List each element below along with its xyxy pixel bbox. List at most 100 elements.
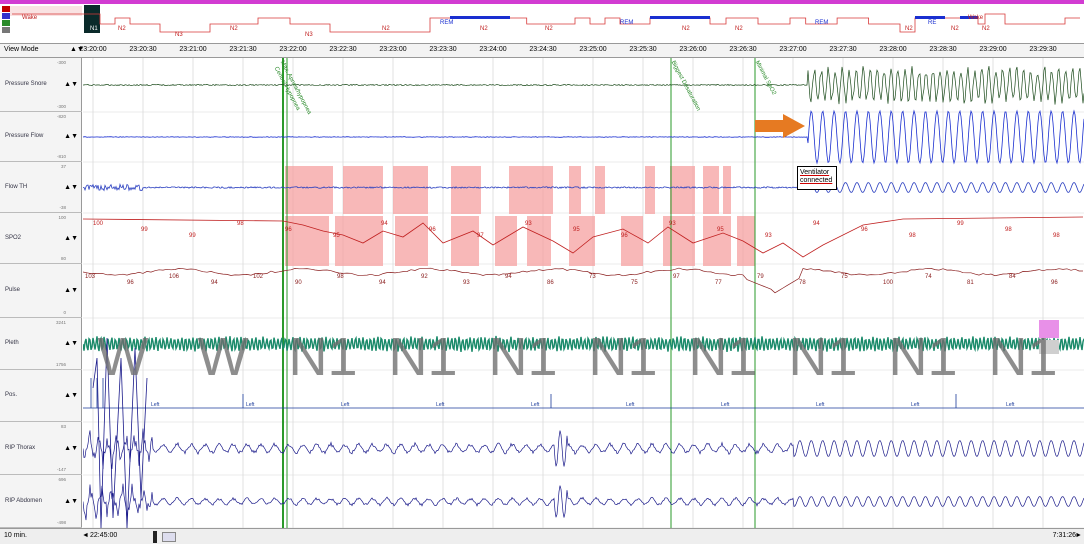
channel-scale-arrows[interactable]: ▲▼ (64, 133, 78, 140)
desaturation-event-box (737, 216, 755, 266)
apnea-event-box (670, 166, 695, 214)
channel-scale-arrows[interactable]: ▲▼ (64, 340, 78, 347)
apnea-event-box (569, 166, 581, 214)
time-tick-label: 23:29:00 (979, 46, 1007, 53)
sleep-stage-label: N1 (888, 327, 958, 387)
end-time: 7:31:26 (1052, 532, 1076, 539)
channel-label[interactable]: Pulse ▲▼ 0 (0, 264, 82, 318)
sleep-stage-label: N1 (688, 327, 758, 387)
view-mode-arrows[interactable]: ▲▼ (70, 46, 84, 53)
channel-label[interactable]: Pos. ▲▼ (0, 370, 82, 422)
spo2-value-label: 99 (189, 233, 196, 239)
pulse-value-label: 75 (631, 280, 638, 286)
hypnogram-stage-label: REM (815, 20, 828, 26)
channel-scale-arrows[interactable]: ▲▼ (64, 234, 78, 242)
hypnogram-legend-swatch (2, 6, 10, 12)
channel-scale-arrows[interactable]: ▲▼ (64, 183, 78, 191)
hypnogram-stage-label: N2 (982, 26, 990, 32)
channel-label-column: Pressure Snore ▲▼ -300 -300 Pressure Flow ▲▼ -… (0, 58, 82, 528)
pulse-value-label: 94 (211, 280, 218, 286)
spo2-value-label: 93 (669, 221, 676, 227)
pulse-value-label: 73 (589, 274, 596, 280)
sleep-stage-label: N1 (288, 327, 358, 387)
movement-artifact-trace (92, 337, 148, 528)
view-mode-label[interactable]: View Mode (4, 46, 39, 53)
sleep-stage-label: W (97, 327, 149, 387)
hypnogram-stage-label: N2 (230, 26, 238, 32)
position-value-label: Left (1006, 402, 1015, 408)
pleth-trace (83, 335, 1084, 353)
channel-scale-top: -300 (56, 60, 66, 65)
hypnogram-rem-bar (650, 16, 710, 19)
spo2-value-label: 96 (861, 227, 868, 233)
time-tick-label: 23:24:00 (479, 46, 507, 53)
hypnogram-stage-label: Wake (968, 15, 984, 21)
scroll-left-button[interactable]: ◄ (82, 532, 89, 539)
time-tick-label: 23:28:00 (879, 46, 907, 53)
hypnogram-cursor-box (84, 5, 100, 33)
time-tick-label: 23:24:30 (529, 46, 557, 53)
pulse-value-label: 98 (337, 274, 344, 280)
hypnogram-stage-label: N2 (545, 26, 553, 32)
channel-label[interactable]: RIP Abdomen ▲▼ 696 -498 (0, 475, 82, 528)
hypnogram-legend-swatch (2, 20, 10, 26)
channel-label[interactable]: RIP Thorax ▲▼ 83 -147 (0, 422, 82, 475)
pulse-value-label: 94 (379, 280, 386, 286)
channel-name: Flow TH (5, 183, 28, 190)
position-value-label: Left (911, 402, 920, 408)
time-tick-label: 23:20:30 (129, 46, 157, 53)
sleep-stage-label: N1 (988, 327, 1058, 387)
channel-name: RIP Abdomen (5, 497, 42, 504)
channel-scale-arrows[interactable]: ▲▼ (64, 444, 78, 452)
pulse-value-label: 84 (1009, 274, 1016, 280)
apnea-event-box (645, 166, 655, 214)
pulse-value-label: 94 (505, 274, 512, 280)
channel-scale-bottom: -498 (56, 520, 66, 525)
scroll-thumb[interactable] (162, 532, 176, 542)
scroll-right-button[interactable]: ► (1075, 532, 1082, 539)
apnea-event-box (703, 166, 719, 214)
signal-plot-area[interactable]: 100 99 99 98 96 95 94 96 97 93 95 96 93 95 93 94 96 98 99 9… (83, 58, 1084, 528)
spo2-value-label: 95 (573, 227, 580, 233)
pulse-value-label: 106 (169, 274, 180, 280)
channel-scale-bottom: -38 (59, 205, 66, 210)
channel-label[interactable]: Pleth ▲▼ 3241 1756 (0, 318, 82, 370)
hypnogram-legend-swatch (2, 27, 10, 33)
pulse-value-label: 74 (925, 274, 932, 280)
status-bar: 10 min. ◄ 22:45:00 7:31:26 ► (0, 528, 1084, 544)
channel-name: SPO2 (5, 234, 22, 241)
spo2-value-label: 97 (477, 233, 484, 239)
channel-label[interactable]: Pressure Snore ▲▼ -300 -300 (0, 58, 82, 112)
spo2-value-label: 98 (909, 233, 916, 239)
desaturation-event-box (395, 216, 428, 266)
apnea-event-box (343, 166, 383, 214)
hypnogram-stage-label: N2 (905, 26, 913, 32)
channel-label[interactable]: SPO2 ▲▼ 100 80 (0, 213, 82, 264)
apnea-event-box (595, 166, 605, 214)
sleep-stage-label: N1 (488, 327, 558, 387)
sleep-stage-label: N1 (588, 327, 658, 387)
hypnogram-stage-label: REM (440, 20, 453, 26)
hypnogram[interactable]: Wake N1 N2 N3 N2 N3 N2 REM N2 N2 REM N2 N2 REM N2 RE N2 W… (0, 0, 1084, 44)
spo2-value-label: 98 (1005, 227, 1012, 233)
channel-scale-arrows[interactable]: ▲▼ (64, 497, 78, 505)
hypnogram-rem-bar (960, 16, 978, 19)
channel-scale-arrows[interactable]: ▲▼ (64, 392, 78, 399)
position-value-label: Left (246, 402, 255, 408)
zoom-level[interactable]: 10 min. (4, 532, 27, 539)
channel-label[interactable]: Pressure Flow ▲▼ -820 -810 (0, 112, 82, 162)
channel-scale-arrows[interactable]: ▲▼ (64, 287, 78, 294)
channel-label[interactable]: Flow TH ▲▼ 37 -38 (0, 162, 82, 213)
spo2-value-label: 96 (429, 227, 436, 233)
pulse-trace (83, 267, 1083, 294)
pulse-value-label: 81 (967, 280, 974, 286)
scroll-position-marker[interactable] (153, 531, 157, 543)
channel-scale-arrows[interactable]: ▲▼ (64, 81, 78, 88)
time-tick-label: 23:28:30 (929, 46, 957, 53)
spo2-value-label: 98 (1053, 233, 1060, 239)
time-tick-label: 23:21:00 (179, 46, 207, 53)
time-tick-label: 23:27:00 (779, 46, 807, 53)
position-value-label: Left (436, 402, 445, 408)
hypnogram-wake-band (10, 6, 82, 16)
